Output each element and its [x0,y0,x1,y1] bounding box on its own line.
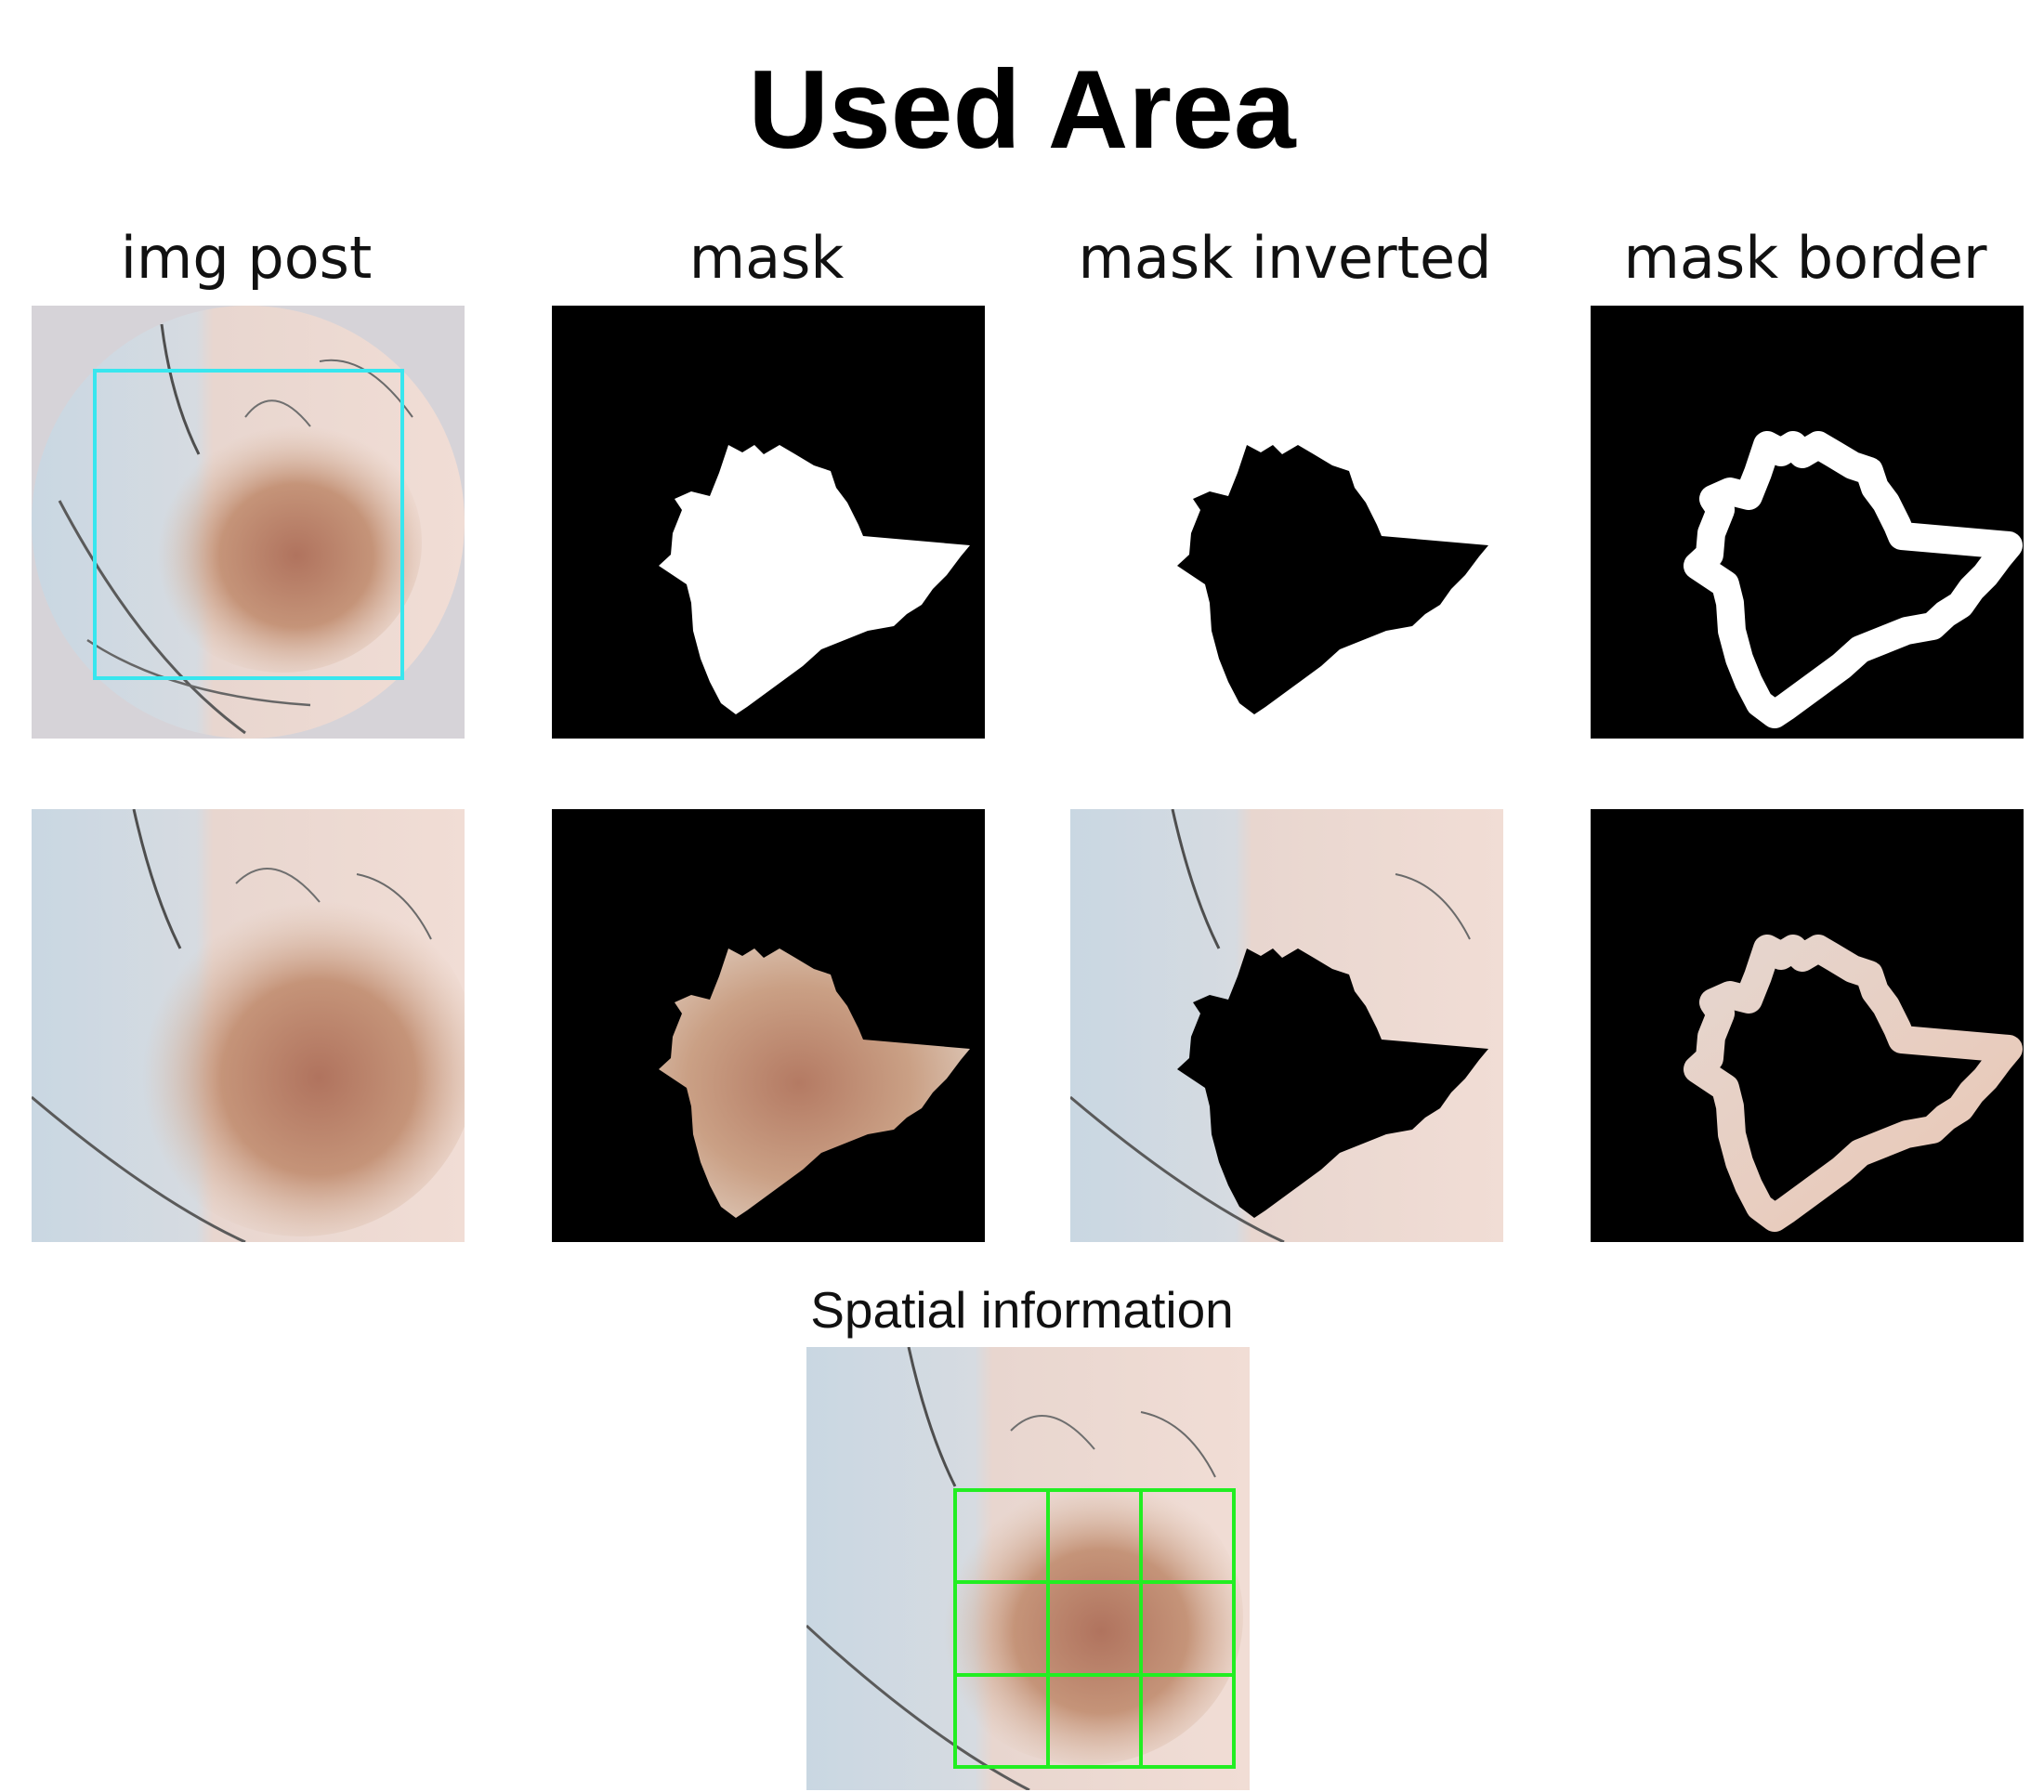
column-title-mask-inverted: mask inverted [1078,224,1492,292]
panel-mask [552,306,985,739]
column-title-mask: mask [688,224,845,292]
panel-masked-border [1591,809,2024,1242]
panel-mask-inverted [1070,306,1503,739]
panel-img-post-crop [32,809,465,1242]
panel-spatial-grid [806,1347,1250,1790]
column-title-mask-border: mask border [1623,224,1987,292]
figure-title: Used Area [748,47,1296,172]
column-title-img-post: img post [120,224,373,292]
panel-masked-lesion [552,809,985,1242]
panel-mask-border [1591,306,2024,739]
panel-masked-background [1070,809,1503,1242]
panel-img-post-bbox [32,306,465,739]
spatial-information-title: Spatial information [810,1281,1234,1339]
